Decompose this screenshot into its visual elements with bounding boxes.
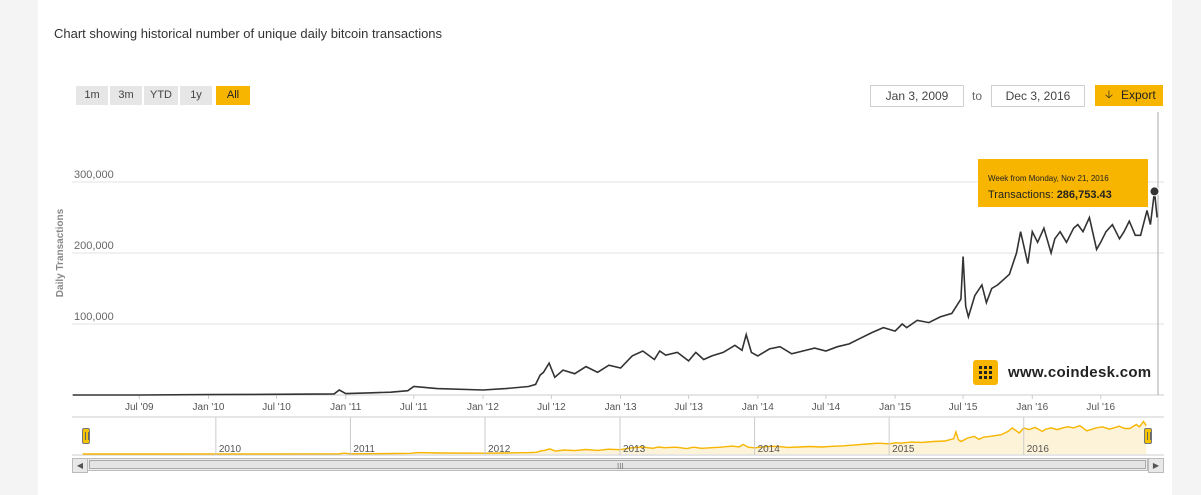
navigator-year-label: 2013 bbox=[623, 444, 646, 455]
navigator-area bbox=[82, 421, 1147, 454]
tooltip-value: 286,753.43 bbox=[1056, 189, 1112, 201]
y-tick-label: 200,000 bbox=[74, 240, 114, 252]
navigator-year-label: 2012 bbox=[488, 444, 511, 455]
export-label: Export bbox=[1121, 88, 1156, 102]
tooltip-title: Week from Monday, Nov 21, 2016 bbox=[988, 174, 1109, 183]
navigator-year-label: 2010 bbox=[219, 444, 242, 455]
navigator-year-label: 2016 bbox=[1027, 444, 1050, 455]
scrollbar-track[interactable]: III bbox=[87, 458, 1148, 471]
x-tick-label: Jan '13 bbox=[605, 402, 637, 413]
navigator-year-label: 2014 bbox=[758, 444, 781, 455]
x-tick-label: Jan '12 bbox=[467, 402, 499, 413]
y-tick-label: 100,000 bbox=[74, 311, 114, 323]
tooltip-label: Transactions: 286,753.43 bbox=[988, 189, 1112, 201]
date-range-to-label: to bbox=[972, 89, 983, 103]
date-from-input[interactable]: Jan 3, 2009 bbox=[870, 85, 964, 107]
x-tick-label: Jul '16 bbox=[1086, 402, 1115, 413]
range-button-3m[interactable]: 3m bbox=[110, 86, 142, 105]
y-tick-label: 300,000 bbox=[74, 169, 114, 181]
range-button-all[interactable]: All bbox=[216, 86, 250, 105]
range-button-ytd[interactable]: YTD bbox=[144, 86, 178, 105]
scrollbar-thumb[interactable]: III bbox=[89, 460, 1146, 471]
coindesk-logo-icon bbox=[973, 360, 998, 385]
x-tick-label: Jan '15 bbox=[879, 402, 911, 413]
date-to-input[interactable]: Dec 3, 2016 bbox=[991, 85, 1085, 107]
download-arrow-icon: 🡣 bbox=[1105, 89, 1113, 101]
x-tick-label: Jul '13 bbox=[674, 402, 703, 413]
y-axis-label: Daily Transactions bbox=[55, 208, 66, 297]
navigator-year-label: 2015 bbox=[892, 444, 915, 455]
x-tick-label: Jul '09 bbox=[125, 402, 154, 413]
export-button[interactable]: 🡣 Export bbox=[1095, 85, 1163, 106]
scrollbar-grip: III bbox=[617, 462, 624, 471]
hover-point-marker bbox=[1149, 186, 1160, 197]
range-button-1m[interactable]: 1m bbox=[76, 86, 108, 105]
chart-panel: Chart showing historical number of uniqu… bbox=[38, 0, 1172, 495]
x-tick-label: Jan '11 bbox=[330, 402, 362, 413]
tooltip-label-text: Transactions: bbox=[988, 189, 1057, 201]
tooltip: Week from Monday, Nov 21, 2016 Transacti… bbox=[978, 159, 1148, 207]
chart-title: Chart showing historical number of uniqu… bbox=[54, 26, 443, 41]
x-tick-label: Jul '14 bbox=[812, 402, 841, 413]
series-line bbox=[72, 191, 1158, 396]
x-tick-label: Jan '14 bbox=[742, 402, 774, 413]
range-button-1y[interactable]: 1y bbox=[180, 86, 212, 105]
navigator-year-label: 2011 bbox=[353, 444, 375, 455]
navigator-right-handle[interactable] bbox=[1144, 428, 1152, 444]
navigator-line bbox=[82, 420, 1147, 455]
x-tick-label: Jul '15 bbox=[949, 402, 978, 413]
x-tick-label: Jul '12 bbox=[537, 402, 566, 413]
scroll-left-button[interactable]: ◀ bbox=[72, 458, 88, 473]
chart-area[interactable]: 100,000 200,000 300,000 Jul '09 Jan '10 Jul … bbox=[38, 0, 1172, 495]
x-tick-label: Jan '16 bbox=[1016, 402, 1048, 413]
navigator-left-handle[interactable] bbox=[82, 428, 90, 444]
x-tick-label: Jul '11 bbox=[400, 402, 428, 413]
x-tick-label: Jul '10 bbox=[262, 402, 291, 413]
scroll-right-button[interactable]: ▶ bbox=[1148, 458, 1164, 473]
watermark-text: www.coindesk.com bbox=[1008, 364, 1152, 381]
navigator[interactable]: 2010 2011 2012 2013 2014 2015 2016 bbox=[72, 416, 1164, 456]
x-tick-label: Jan '10 bbox=[193, 402, 225, 413]
